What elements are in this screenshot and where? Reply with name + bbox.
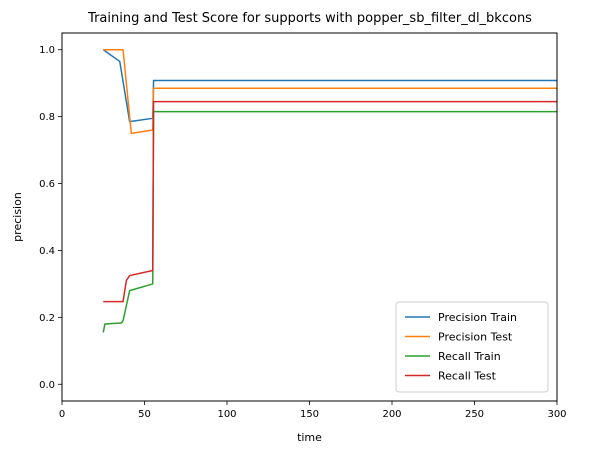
- legend-box: [395, 301, 549, 393]
- x-tick-label: 300: [547, 409, 566, 420]
- series-line-3: [103, 100, 557, 303]
- series-line-1: [103, 48, 557, 135]
- series-line-2: [102, 110, 557, 333]
- x-tick-label: 100: [217, 409, 236, 420]
- y-tick-label: 0.2: [39, 313, 55, 324]
- x-axis-label: time: [297, 431, 322, 444]
- legend-label: Recall Train: [438, 350, 501, 363]
- y-tick-label: 0.4: [39, 246, 55, 257]
- y-tick-label: 0.0: [39, 380, 55, 391]
- plot-lines: [102, 48, 557, 333]
- x-tick-label: 50: [138, 409, 151, 420]
- x-tick-label: 150: [300, 409, 319, 420]
- y-tick-label: 0.6: [39, 179, 55, 190]
- y-axis-label: precision: [11, 192, 24, 242]
- x-tick-label: 250: [465, 409, 484, 420]
- legend-label: Recall Test: [438, 370, 497, 383]
- y-tick-label: 1.0: [39, 45, 55, 56]
- x-axis: 0 50 100 150 200 250 300: [59, 401, 567, 420]
- y-tick-label: 0.8: [39, 112, 55, 123]
- y-axis: 0.0 0.2 0.4 0.6 0.8 1.0: [39, 45, 62, 391]
- series-line-0: [102, 49, 557, 123]
- legend: Precision Train Precision Test Recall Trai…: [395, 301, 549, 393]
- x-tick-label: 0: [59, 409, 65, 420]
- x-tick-label: 200: [382, 409, 401, 420]
- legend-label: Precision Train: [438, 311, 517, 324]
- chart-title: Training and Test Score for supports wit…: [87, 11, 532, 26]
- legend-label: Precision Test: [438, 331, 513, 344]
